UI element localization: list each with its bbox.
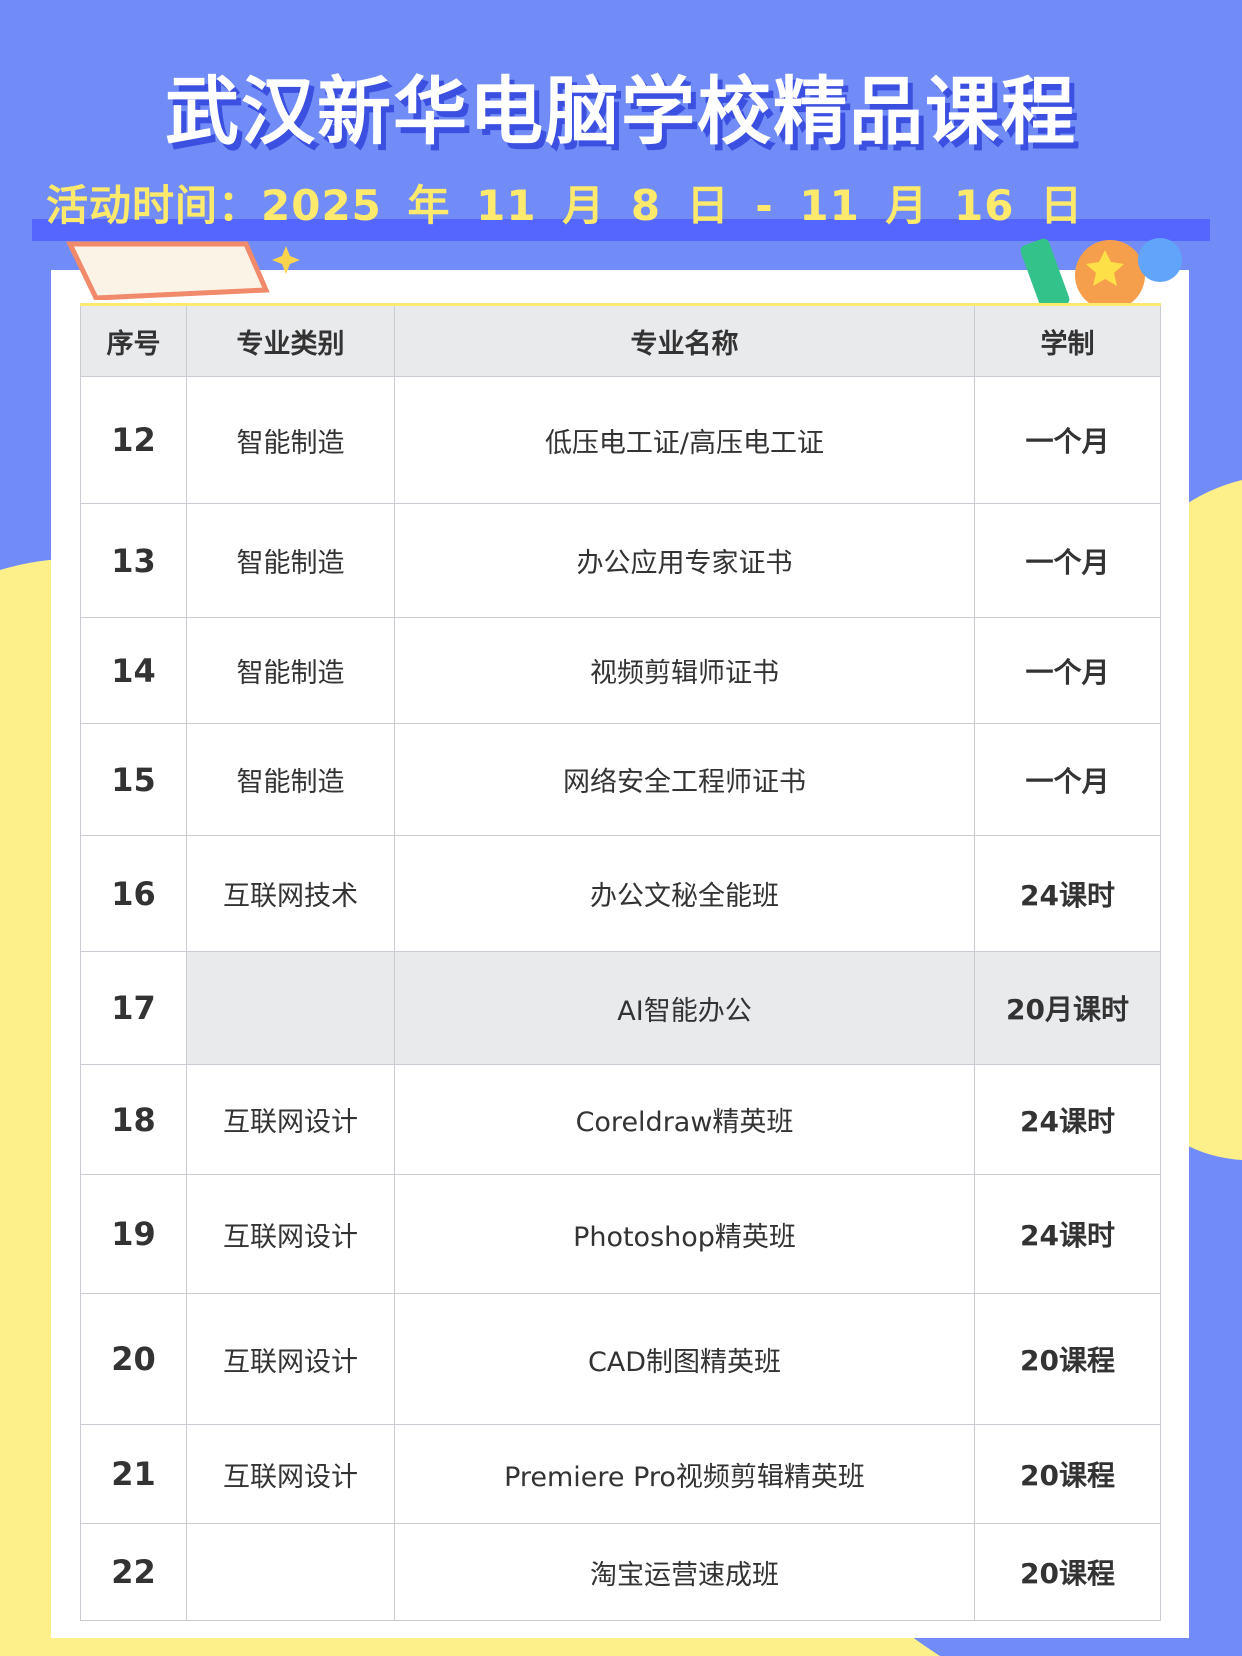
table-row: 21 互联网设计 Premiere Pro视频剪辑精英班 20课程 bbox=[80, 1424, 1161, 1524]
event-date: 活动时间：2025 年 11 月 8 日 - 11 月 16 日 bbox=[46, 181, 1084, 230]
row-duration: 20月课时 bbox=[974, 951, 1161, 1065]
row-number: 14 bbox=[80, 617, 187, 724]
table-row: 17 AI智能办公 20月课时 bbox=[80, 951, 1161, 1065]
table-row: 22 淘宝运营速成班 20课程 bbox=[80, 1523, 1161, 1621]
row-category: 互联网设计 bbox=[186, 1174, 395, 1294]
row-number: 15 bbox=[80, 723, 187, 836]
row-duration: 一个月 bbox=[974, 723, 1161, 836]
row-duration: 24课时 bbox=[974, 1174, 1161, 1294]
date-band bbox=[32, 219, 1210, 241]
table-row: 18 互联网设计 Coreldraw精英班 24课时 bbox=[80, 1064, 1161, 1175]
table-row: 14 智能制造 视频剪辑师证书 一个月 bbox=[80, 617, 1161, 724]
row-course-name: 视频剪辑师证书 bbox=[394, 617, 975, 724]
row-course-name: Premiere Pro视频剪辑精英班 bbox=[394, 1424, 975, 1524]
row-category: 智能制造 bbox=[186, 617, 395, 724]
row-number: 16 bbox=[80, 835, 187, 952]
table-row: 19 互联网设计 Photoshop精英班 24课时 bbox=[80, 1174, 1161, 1294]
row-duration: 一个月 bbox=[974, 503, 1161, 618]
row-number: 12 bbox=[80, 376, 187, 504]
row-category bbox=[186, 951, 395, 1065]
row-course-name: 淘宝运营速成班 bbox=[394, 1523, 975, 1621]
row-duration: 一个月 bbox=[974, 617, 1161, 724]
row-duration: 24课时 bbox=[974, 835, 1161, 952]
table-header-row: 序号 专业类别 专业名称 学制 bbox=[80, 303, 1161, 377]
row-number: 20 bbox=[80, 1293, 187, 1425]
row-course-name: 办公应用专家证书 bbox=[394, 503, 975, 618]
row-number: 13 bbox=[80, 503, 187, 618]
row-course-name: Photoshop精英班 bbox=[394, 1174, 975, 1294]
row-duration: 20课程 bbox=[974, 1293, 1161, 1425]
header-no: 序号 bbox=[80, 303, 187, 377]
row-number: 18 bbox=[80, 1064, 187, 1175]
table-row: 13 智能制造 办公应用专家证书 一个月 bbox=[80, 503, 1161, 618]
book-icon bbox=[66, 241, 300, 300]
table-row: 20 互联网设计 CAD制图精英班 20课程 bbox=[80, 1293, 1161, 1425]
row-number: 17 bbox=[80, 951, 187, 1065]
pencil-icon bbox=[1020, 238, 1182, 305]
row-course-name: AI智能办公 bbox=[394, 951, 975, 1065]
row-course-name: 网络安全工程师证书 bbox=[394, 723, 975, 836]
table-row: 16 互联网技术 办公文秘全能班 24课时 bbox=[80, 835, 1161, 952]
row-course-name: CAD制图精英班 bbox=[394, 1293, 975, 1425]
row-duration: 24课时 bbox=[974, 1064, 1161, 1175]
page-title: 武汉新华电脑学校精品课程 bbox=[165, 69, 1077, 155]
table-row: 15 智能制造 网络安全工程师证书 一个月 bbox=[80, 723, 1161, 836]
row-category bbox=[186, 1523, 395, 1621]
row-duration: 一个月 bbox=[974, 376, 1161, 504]
row-duration: 20课程 bbox=[974, 1424, 1161, 1524]
row-number: 19 bbox=[80, 1174, 187, 1294]
row-course-name: 办公文秘全能班 bbox=[394, 835, 975, 952]
header-category: 专业类别 bbox=[186, 303, 395, 377]
row-course-name: Coreldraw精英班 bbox=[394, 1064, 975, 1175]
row-category: 互联网设计 bbox=[186, 1293, 395, 1425]
header-duration: 学制 bbox=[974, 303, 1161, 377]
table-row: 12 智能制造 低压电工证/高压电工证 一个月 bbox=[80, 376, 1161, 504]
row-duration: 20课程 bbox=[974, 1523, 1161, 1621]
row-category: 互联网技术 bbox=[186, 835, 395, 952]
row-number: 21 bbox=[80, 1424, 187, 1524]
row-category: 智能制造 bbox=[186, 723, 395, 836]
row-category: 互联网设计 bbox=[186, 1424, 395, 1524]
row-number: 22 bbox=[80, 1523, 187, 1621]
row-category: 互联网设计 bbox=[186, 1064, 395, 1175]
row-category: 智能制造 bbox=[186, 503, 395, 618]
row-category: 智能制造 bbox=[186, 376, 395, 504]
header-name: 专业名称 bbox=[394, 303, 975, 377]
course-table: 序号 专业类别 专业名称 学制 12 智能制造 低压电工证/高压电工证 一个月 13 智能… bbox=[80, 303, 1161, 1621]
row-course-name: 低压电工证/高压电工证 bbox=[394, 376, 975, 504]
